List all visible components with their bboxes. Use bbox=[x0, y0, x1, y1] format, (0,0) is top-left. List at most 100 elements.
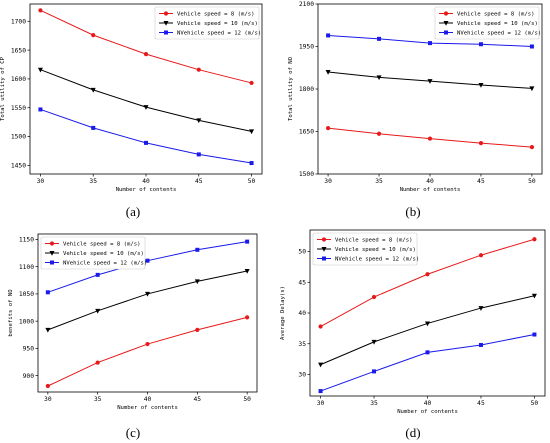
x-tick-label: 40 bbox=[144, 396, 152, 403]
data-point bbox=[91, 33, 96, 38]
legend-marker bbox=[444, 30, 448, 35]
data-point bbox=[372, 369, 377, 374]
legend-marker bbox=[443, 11, 449, 16]
chart-panel-d: 30 35 40 45 50 30 35 40 45 50 Number of contents Av… bbox=[280, 229, 546, 415]
data-point bbox=[425, 272, 430, 277]
data-point bbox=[144, 140, 148, 145]
legend-entry-label: Vehicle speed = 8 (m/s) bbox=[457, 12, 534, 18]
x-axis-label: Number of contents bbox=[397, 409, 458, 415]
data-point bbox=[38, 107, 43, 112]
data-point bbox=[478, 141, 484, 146]
y-tick-label: 1500 bbox=[299, 171, 314, 178]
x-axis-label: Number of contents bbox=[400, 187, 461, 193]
data-point bbox=[425, 350, 430, 355]
chart-panel-c: 30 35 40 45 50 900 950 1000 1050 1100 1150 Number o… bbox=[8, 233, 258, 411]
data-point bbox=[244, 269, 250, 274]
data-point bbox=[196, 67, 201, 72]
data-point bbox=[195, 247, 200, 252]
legend-entry-label: Vehicle speed = 8 (m/s) bbox=[63, 242, 140, 248]
legend-marker bbox=[321, 247, 327, 252]
chart-panel-b: 30 35 40 45 50 1500 1650 1800 1950 2100 Number of … bbox=[288, 1, 543, 193]
data-point bbox=[478, 83, 484, 88]
x-tick-label: 30 bbox=[324, 178, 332, 185]
data-point bbox=[95, 272, 100, 277]
legend-box bbox=[154, 6, 260, 40]
data-point bbox=[143, 105, 149, 110]
y-tick-label: 30 bbox=[298, 372, 306, 379]
data-point bbox=[371, 339, 377, 345]
legend-marker bbox=[50, 260, 54, 265]
x-tick-label: 45 bbox=[194, 396, 202, 403]
y-tick-label: 1600 bbox=[11, 76, 26, 83]
data-point bbox=[194, 279, 200, 285]
data-point bbox=[38, 8, 43, 13]
data-point bbox=[37, 67, 43, 73]
legend: Vehicle speed = 8 (m/s) Vehicle speed = 1… bbox=[434, 6, 541, 40]
data-point bbox=[145, 291, 150, 297]
y-tick-label: 1950 bbox=[299, 44, 314, 51]
data-point bbox=[427, 79, 433, 84]
y-tick-label: 1650 bbox=[11, 47, 26, 54]
y-tick-label: 1450 bbox=[11, 163, 26, 170]
caption-d: (d) bbox=[405, 425, 420, 440]
data-point bbox=[249, 129, 255, 135]
y-tick-label: 45 bbox=[298, 279, 306, 286]
legend-entry-label: NVehicle speed = 12 (m/s) bbox=[63, 261, 147, 267]
data-point bbox=[531, 293, 537, 299]
data-point bbox=[532, 332, 537, 337]
y-tick-label: 2100 bbox=[299, 1, 314, 8]
data-point bbox=[371, 294, 377, 300]
data-point bbox=[427, 136, 433, 141]
x-tick-label: 45 bbox=[477, 400, 485, 407]
data-point bbox=[245, 239, 250, 244]
data-point bbox=[318, 389, 323, 394]
y-tick-label: 35 bbox=[298, 341, 306, 348]
legend-marker bbox=[443, 21, 449, 26]
data-point bbox=[249, 80, 254, 86]
data-point bbox=[318, 362, 324, 368]
x-tick-label: 50 bbox=[531, 400, 539, 407]
x-tick-label: 40 bbox=[426, 178, 434, 185]
y-tick-label: 1000 bbox=[19, 318, 34, 325]
y-axis-label: Average Delay(s) bbox=[280, 286, 286, 340]
data-point bbox=[95, 360, 100, 365]
legend-marker bbox=[321, 237, 327, 242]
data-point bbox=[145, 258, 150, 263]
legend-entry-label: Vehicle speed = 10 (m/s) bbox=[457, 21, 538, 27]
data-point bbox=[478, 42, 483, 47]
legend-entry-label: Vehicle speed = 10 (m/s) bbox=[63, 251, 144, 257]
legend-marker bbox=[49, 251, 55, 256]
data-point bbox=[318, 324, 323, 329]
y-tick-label: 1100 bbox=[19, 264, 34, 271]
data-point bbox=[325, 126, 331, 131]
data-point bbox=[478, 306, 484, 311]
y-axis-label: Total utility of CP bbox=[0, 56, 6, 121]
chart-panel-a: 30 35 40 45 50 1450 1500 1550 1600 1650 1700 Number… bbox=[0, 3, 263, 193]
y-tick-label: 1500 bbox=[11, 134, 26, 141]
legend-marker bbox=[322, 256, 326, 261]
x-tick-label: 45 bbox=[477, 178, 485, 185]
y-tick-label: 1150 bbox=[19, 237, 34, 244]
x-tick-label: 50 bbox=[243, 396, 251, 403]
legend-box bbox=[434, 6, 540, 40]
legend-entry-label: NVehicle speed = 12 (m/s) bbox=[177, 31, 261, 37]
data-point bbox=[325, 70, 331, 75]
y-tick-label: 950 bbox=[23, 346, 35, 353]
x-tick-label: 40 bbox=[142, 178, 150, 185]
x-tick-label: 45 bbox=[195, 178, 203, 185]
legend: Vehicle speed = 8 (m/s) Vehicle speed = 1… bbox=[40, 236, 147, 270]
data-point bbox=[145, 341, 150, 347]
legend-entry-label: Vehicle speed = 8 (m/s) bbox=[335, 238, 412, 244]
legend-marker bbox=[163, 21, 169, 26]
x-tick-label: 35 bbox=[375, 178, 383, 185]
data-point bbox=[376, 75, 382, 81]
data-point bbox=[95, 308, 101, 314]
data-point bbox=[143, 52, 149, 57]
x-tick-label: 30 bbox=[317, 400, 325, 407]
data-point bbox=[45, 383, 50, 389]
x-tick-label: 40 bbox=[424, 400, 432, 407]
data-point bbox=[91, 125, 96, 130]
data-point bbox=[195, 327, 200, 332]
legend-box bbox=[40, 236, 146, 270]
